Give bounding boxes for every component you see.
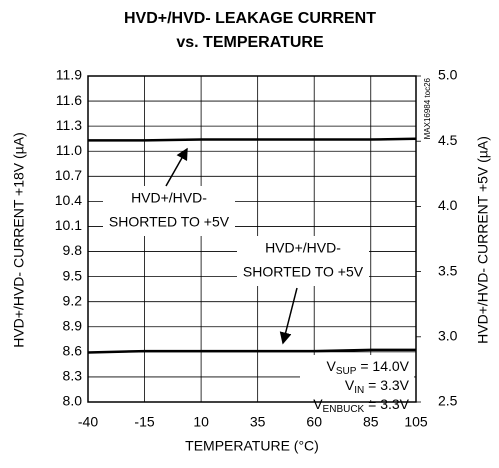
condition-text: = 14.0V <box>356 358 409 374</box>
condition-symbol: V <box>313 396 323 412</box>
annotation-bg <box>237 236 369 286</box>
condition: VIN = 3.3V <box>345 377 410 396</box>
x-tick-label: 105 <box>404 414 428 430</box>
watermark: MAX16984 toc26 <box>423 77 432 139</box>
y-tick-label: 8.9 <box>63 317 83 333</box>
x-tick-label: 60 <box>306 414 322 430</box>
y-tick-label: 11.6 <box>56 92 82 108</box>
chart-title: vs. TEMPERATURE <box>176 34 324 51</box>
conditions-bg <box>300 355 414 400</box>
y-tick-label: 8.6 <box>63 343 83 359</box>
y-tick-label: 11.0 <box>56 142 82 158</box>
y-tick-label: 10.7 <box>55 167 82 183</box>
y-tick-label: 8.3 <box>63 368 83 384</box>
y2-tick-label: 3.5 <box>438 262 458 278</box>
series-line <box>87 348 416 354</box>
y2-tick-label: 2.5 <box>438 393 458 409</box>
y2-tick-label: 4.5 <box>438 132 458 148</box>
y-tick-label: 10.1 <box>55 217 82 233</box>
annotation-arrow <box>279 287 298 345</box>
plot-frame <box>87 75 417 403</box>
x-axis-label: TEMPERATURE (°C) <box>185 438 319 454</box>
y-tick-label: 11.3 <box>56 117 82 133</box>
condition-symbol: V <box>345 377 355 393</box>
condition-text: = 3.3V <box>364 377 409 393</box>
y-axis-label: HVD+/HVD- CURRENT +18V (µA) <box>11 132 27 348</box>
y-tick-label: 9.2 <box>63 292 83 308</box>
x-tick-label: -40 <box>78 414 98 430</box>
annotation-text: SHORTED TO +5V <box>109 214 230 230</box>
y2-tick-label: 3.0 <box>438 328 458 344</box>
y-tick-label: 10.4 <box>55 192 82 208</box>
annotation-text: SHORTED TO +5V <box>243 264 364 280</box>
condition-sub: SUP <box>336 366 357 377</box>
annotation-bg <box>103 186 235 236</box>
y2-tick-label: 4.0 <box>438 197 458 213</box>
x-tick-label: 35 <box>250 414 266 430</box>
y-tick-label: 8.0 <box>63 393 83 409</box>
y2-tick-label: 5.0 <box>438 67 458 83</box>
condition: VSUP = 14.0V <box>327 358 410 377</box>
annotation-text: HVD+/HVD- <box>265 240 341 256</box>
annotation-arrow <box>165 147 188 187</box>
x-tick-label: 85 <box>363 414 379 430</box>
chart-title: HVD+/HVD- LEAKAGE CURRENT <box>124 10 376 27</box>
annotation-text: HVD+/HVD- <box>131 190 207 206</box>
condition-symbol: V <box>327 358 337 374</box>
x-tick-label: -15 <box>134 414 154 430</box>
y-tick-label: 11.9 <box>56 67 82 83</box>
condition-text: = 3.3V <box>364 396 409 412</box>
y2-axis-label: HVD+/HVD- CURRENT +5V (µA) <box>475 136 491 344</box>
y-tick-label: 9.5 <box>63 267 83 283</box>
series-line <box>88 137 417 142</box>
y-tick-label: 9.8 <box>63 242 83 258</box>
condition: VENBUCK = 3.3V <box>313 396 409 415</box>
condition-sub: IN <box>354 385 364 396</box>
x-tick-label: 10 <box>193 414 209 430</box>
condition-sub: ENBUCK <box>323 404 365 415</box>
